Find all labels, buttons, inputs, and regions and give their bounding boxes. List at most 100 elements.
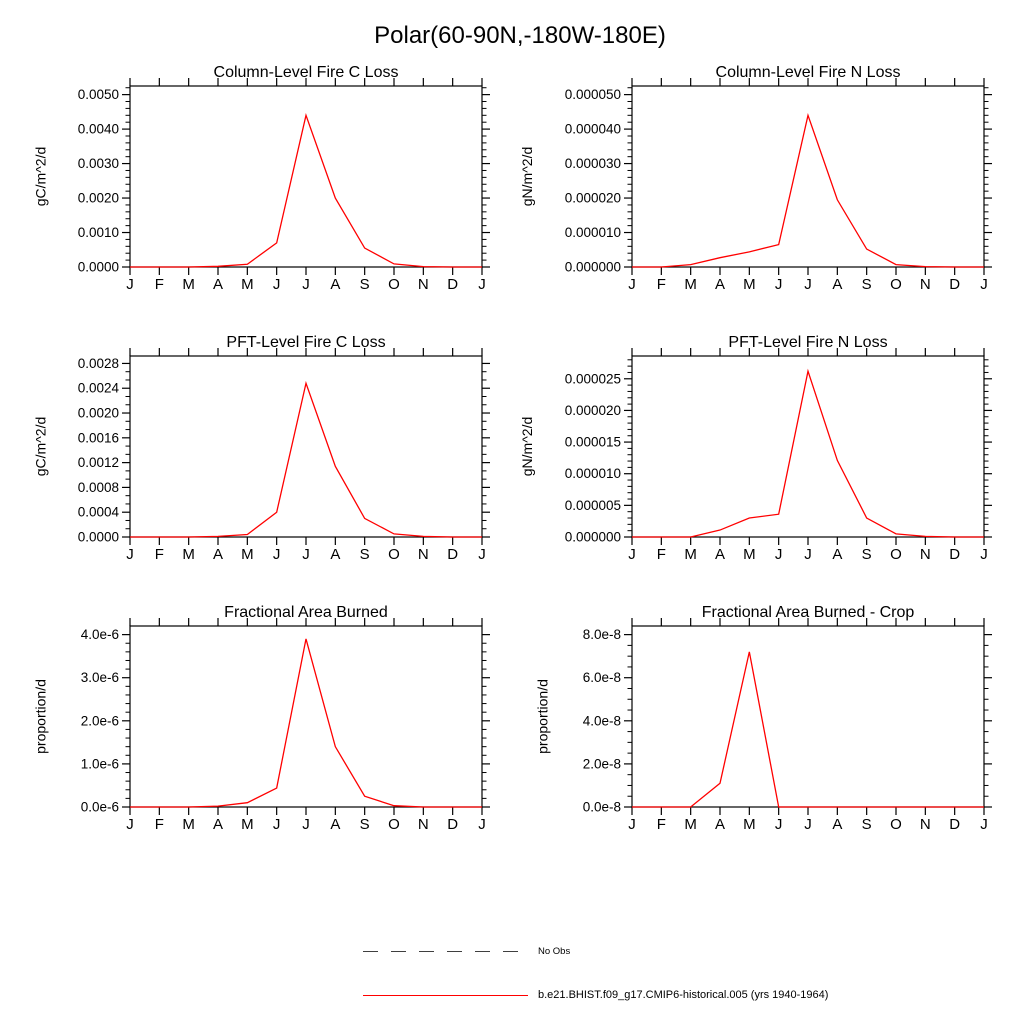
chart-panel-column-fire-c-loss: Column-Level Fire C Loss 0.0000 0.0010 0.00… bbox=[12, 60, 512, 305]
x-tick-label: S bbox=[360, 816, 370, 833]
chart-panel-fractional-area-burned-crop: Fractional Area Burned - Crop 0.0e-8 2.0e-… bbox=[514, 600, 1014, 845]
series-line bbox=[632, 112, 984, 268]
chart-title: Column-Level Fire C Loss bbox=[214, 64, 399, 81]
y-tick-label: 0.0000 bbox=[78, 530, 119, 545]
series-line bbox=[130, 638, 482, 808]
no-obs-label: No Obs bbox=[538, 945, 571, 957]
figure-title: Polar(60-90N,-180W-180E) bbox=[374, 22, 666, 49]
x-tick-label: O bbox=[890, 276, 902, 293]
x-tick-label: J bbox=[804, 816, 812, 833]
x-tick-label: J bbox=[804, 546, 812, 563]
y-tick-label: 0.0030 bbox=[78, 156, 119, 171]
chart-title: Fractional Area Burned - Crop bbox=[702, 604, 915, 621]
y-axis-label: gN/m^2/d bbox=[519, 417, 535, 476]
y-tick-label: 0.0012 bbox=[78, 455, 119, 470]
y-tick-label: 0.0028 bbox=[78, 356, 119, 371]
y-tick-label: 0.0e-6 bbox=[81, 800, 119, 815]
x-tick-label: A bbox=[832, 276, 842, 293]
chart-panel-fractional-area-burned: Fractional Area Burned 0.0e-6 1.0e-6 2.0e-6… bbox=[12, 600, 512, 845]
y-tick-label: 0.000020 bbox=[565, 403, 621, 418]
series-line bbox=[632, 651, 984, 808]
x-tick-label: D bbox=[949, 546, 960, 563]
y-ticks: 0.0e-6 1.0e-6 2.0e-6 3.0e-6 4.0e-6 bbox=[81, 627, 490, 815]
x-tick-label: M bbox=[241, 276, 254, 293]
x-tick-label: D bbox=[949, 276, 960, 293]
y-tick-label: 0.0004 bbox=[78, 505, 120, 520]
x-tick-label: A bbox=[715, 276, 725, 293]
y-tick-label: 6.0e-8 bbox=[583, 670, 621, 685]
x-tick-label: O bbox=[388, 276, 400, 293]
y-tick-label: 8.0e-8 bbox=[583, 627, 621, 642]
x-tick-label: N bbox=[920, 816, 931, 833]
x-tick-label: A bbox=[715, 546, 725, 563]
y-tick-label: 0.000020 bbox=[565, 191, 621, 206]
x-tick-label: J bbox=[804, 276, 812, 293]
y-tick-label: 0.0050 bbox=[78, 87, 119, 102]
x-tick-label: J bbox=[478, 276, 486, 293]
x-tick-label: F bbox=[155, 276, 164, 293]
x-tick-label: O bbox=[388, 816, 400, 833]
x-tick-label: M bbox=[684, 546, 697, 563]
x-tick-label: M bbox=[743, 816, 756, 833]
y-tick-label: 3.0e-6 bbox=[81, 670, 119, 685]
x-tick-label: A bbox=[213, 546, 223, 563]
y-ticks: 0.000000 0.000010 0.000020 0.000030 0.000040… bbox=[565, 87, 992, 275]
chart-svg: PFT-Level Fire N Loss0.0000000.0000050.0… bbox=[519, 334, 992, 563]
x-tick-label: A bbox=[715, 816, 725, 833]
x-tick-label: N bbox=[418, 816, 429, 833]
y-tick-label: 4.0e-8 bbox=[583, 713, 621, 728]
y-tick-label: 0.000040 bbox=[565, 122, 621, 137]
series-line bbox=[130, 112, 482, 268]
chart-title: Fractional Area Burned bbox=[224, 604, 388, 621]
plot-frame bbox=[631, 355, 985, 538]
x-tick-label: D bbox=[447, 276, 458, 293]
y-tick-label: 0.0024 bbox=[78, 381, 120, 396]
x-tick-label: J bbox=[628, 276, 636, 293]
x-tick-label: J bbox=[273, 276, 281, 293]
chart-svg: Fractional Area Burned 0.0e-6 1.0e-6 2.0e-6… bbox=[33, 604, 490, 833]
y-ticks: 0.0000 0.0004 0.0008 0.0012 0.0016 0.0020 0.00… bbox=[78, 356, 490, 545]
x-tick-label: N bbox=[920, 276, 931, 293]
y-tick-label: 0.0016 bbox=[78, 430, 119, 445]
x-tick-label: J bbox=[302, 276, 310, 293]
y-tick-label: 0.0020 bbox=[78, 406, 119, 421]
y-tick-label: 0.000030 bbox=[565, 156, 621, 171]
x-tick-label: A bbox=[330, 546, 340, 563]
x-tick-label: F bbox=[155, 816, 164, 833]
legend-row-dataset: b.e21.BHIST.f09_g17.CMIP6-historical.005… bbox=[363, 989, 828, 1001]
y-tick-label: 0.0e-8 bbox=[583, 800, 621, 815]
x-tick-label: J bbox=[628, 546, 636, 563]
chart-svg: Column-Level Fire C Loss0.00000.00100.00… bbox=[33, 64, 490, 293]
chart-svg: PFT-Level Fire C Loss0.00000.00040.00080… bbox=[33, 334, 490, 563]
x-tick-label: J bbox=[478, 816, 486, 833]
x-tick-label: M bbox=[241, 816, 254, 833]
x-tick-label: A bbox=[330, 276, 340, 293]
y-tick-label: 4.0e-6 bbox=[81, 627, 119, 642]
x-tick-label: S bbox=[862, 546, 872, 563]
x-tick-label: N bbox=[418, 546, 429, 563]
x-tick-label: A bbox=[213, 276, 223, 293]
no-obs-dashed-line-sample bbox=[363, 950, 528, 952]
y-tick-label: 2.0e-8 bbox=[583, 756, 621, 771]
x-tick-label: J bbox=[628, 816, 636, 833]
y-tick-label: 0.0000 bbox=[78, 260, 119, 275]
x-tick-label: N bbox=[920, 546, 931, 563]
x-tick-label: F bbox=[657, 546, 666, 563]
x-tick-label: J bbox=[126, 816, 134, 833]
x-tick-label: F bbox=[657, 276, 666, 293]
y-ticks: 0.0e-8 2.0e-8 4.0e-8 6.0e-8 8.0e-8 bbox=[583, 627, 992, 815]
chart-svg: Column-Level Fire N Loss 0.000000 0.000010… bbox=[519, 64, 992, 293]
dataset-label: b.e21.BHIST.f09_g17.CMIP6-historical.005… bbox=[538, 989, 829, 1001]
chart-panel-column-fire-n-loss: Column-Level Fire N Loss 0.000000 0.000010… bbox=[514, 60, 1014, 305]
x-tick-label: M bbox=[182, 546, 195, 563]
x-tick-label: D bbox=[447, 546, 458, 563]
x-tick-label: F bbox=[155, 546, 164, 563]
y-axis-label: gC/m^2/d bbox=[33, 417, 49, 476]
y-axis-label: proportion/d bbox=[33, 679, 49, 754]
chart-title: PFT-Level Fire N Loss bbox=[728, 334, 887, 351]
